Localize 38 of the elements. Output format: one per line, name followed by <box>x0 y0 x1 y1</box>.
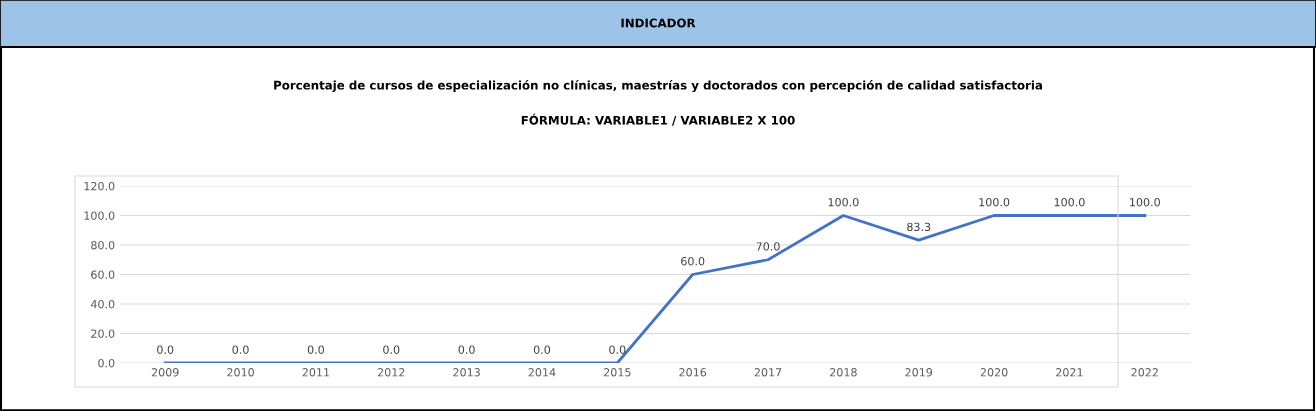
y-tick-label: 40.0 <box>90 299 115 309</box>
x-tick-label: 2016 <box>679 368 707 377</box>
x-tick-label: 2013 <box>453 368 480 377</box>
data-label: 83.3 <box>907 222 931 232</box>
y-tick-label: 0.0 <box>98 358 115 368</box>
text: FÓRMULA: VARIABLE1 / VARIABLE2 X 100 <box>521 113 795 126</box>
x-tick-label: 2010 <box>227 368 254 377</box>
y-tick-label: 100.0 <box>84 211 115 220</box>
x-tick-label: 2015 <box>604 368 631 377</box>
chart-subtitle: Porcentaje de cursos de especialización no clínicas, maestrías y doctorados con percepción de calidad satisfactoria <box>274 80 1042 92</box>
data-label: 0.0 <box>157 345 174 354</box>
x-tick-label: 2011 <box>302 368 330 377</box>
x-tick-label: 2019 <box>905 368 933 377</box>
x-tick-label: 2021 <box>1056 368 1083 377</box>
x-tick-label: 2014 <box>528 368 556 377</box>
data-label: 100.0 <box>979 198 1010 207</box>
data-label: 0.0 <box>383 345 400 354</box>
x-tick-label: 2020 <box>980 368 1008 377</box>
data-label: 100.0 <box>828 198 859 207</box>
data-label: 0.0 <box>232 345 249 354</box>
x-tick-label: 2018 <box>830 368 857 377</box>
data-label: 100.0 <box>1054 198 1085 207</box>
data-label: 0.0 <box>533 345 551 354</box>
x-tick-label: 2022 <box>1131 368 1158 377</box>
x-tick-label: 2017 <box>754 368 782 377</box>
data-label: 60.0 <box>681 257 705 266</box>
data-label: 0.0 <box>609 345 626 354</box>
y-tick-label: 80.0 <box>91 240 115 250</box>
data-label: 70.0 <box>756 242 780 251</box>
chart-title: INDICADOR <box>621 18 696 28</box>
y-tick-label: 120.0 <box>84 181 115 191</box>
data-label: 100.0 <box>1130 198 1160 207</box>
data-label: 0.0 <box>307 345 325 354</box>
y-tick-label: 20.0 <box>91 329 115 338</box>
data-label: 0.0 <box>458 345 475 354</box>
x-tick-label: 2012 <box>377 368 405 377</box>
y-tick-label: 60.0 <box>91 270 115 279</box>
x-tick-label: 2009 <box>151 368 179 377</box>
